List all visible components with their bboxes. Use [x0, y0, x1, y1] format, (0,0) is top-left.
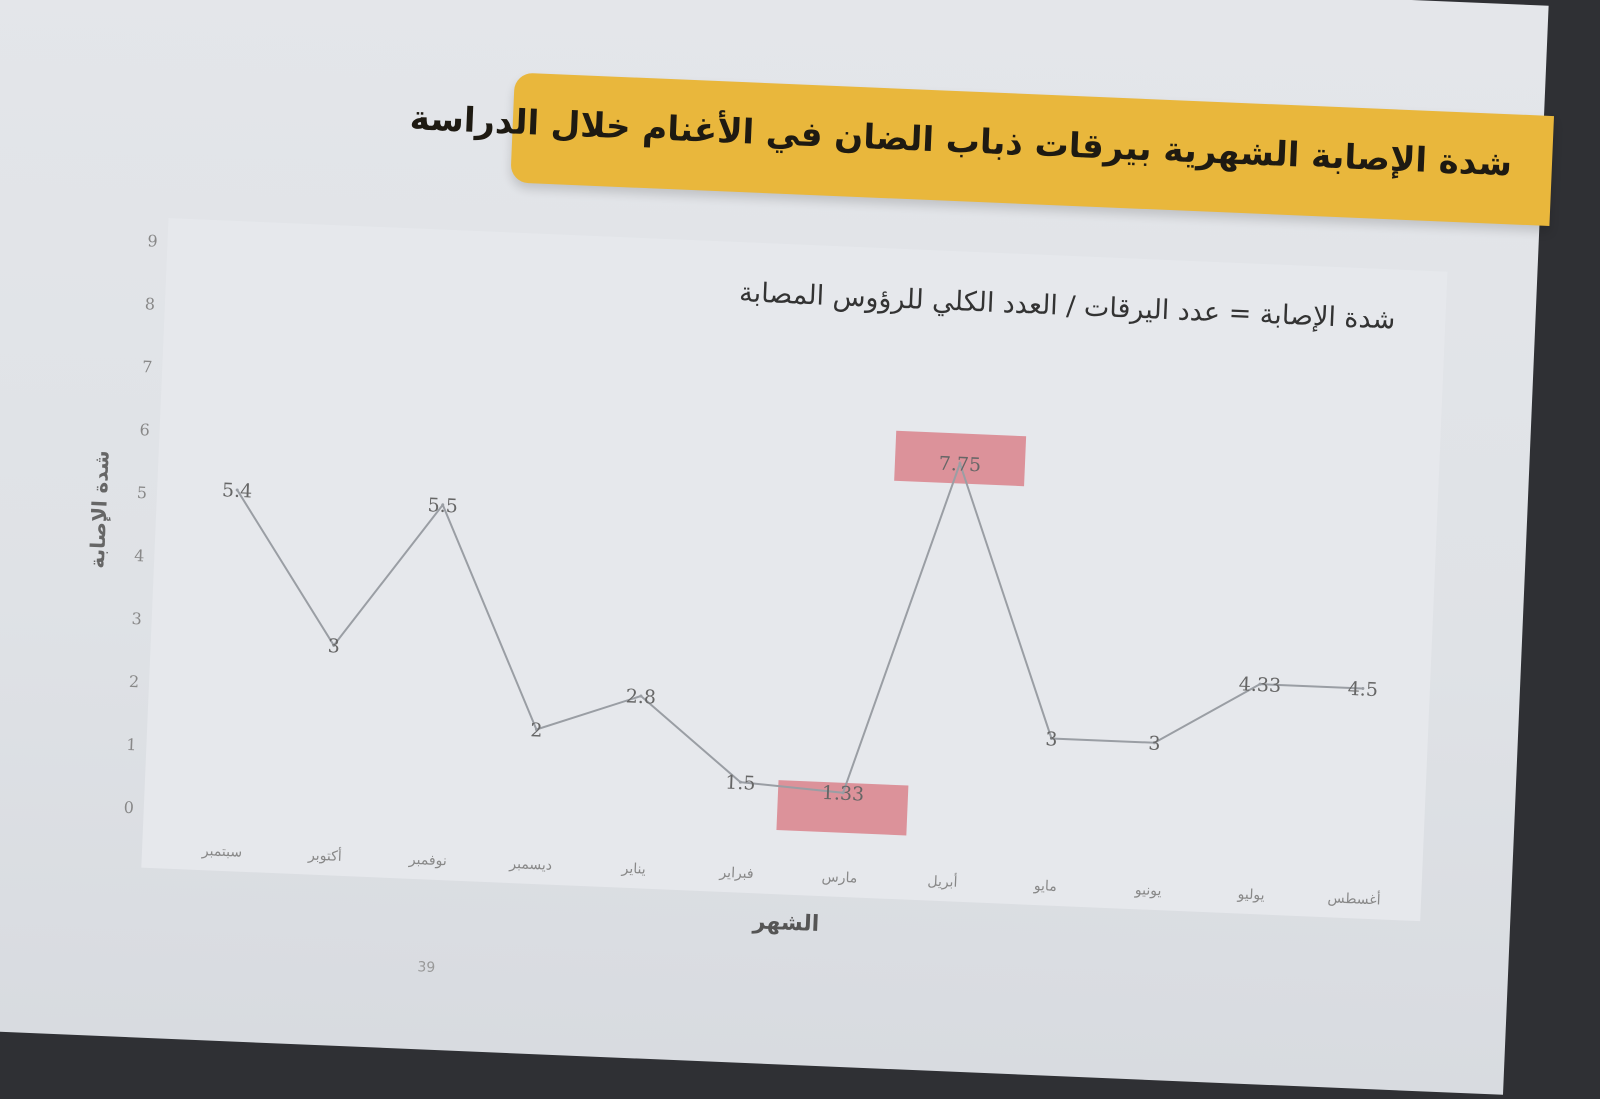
data-point	[332, 643, 336, 647]
data-label: 3	[1148, 733, 1161, 755]
highlight-box	[776, 780, 909, 836]
data-label: 4.33	[1238, 673, 1281, 697]
x-tick-label: أبريل	[927, 872, 958, 891]
y-tick-label: 4	[134, 546, 145, 565]
y-tick-label: 6	[139, 420, 150, 439]
x-tick-label: فبراير	[718, 865, 754, 882]
y-tick-label: 9	[147, 231, 158, 250]
x-tick-label: يونيو	[1134, 882, 1162, 899]
data-label: 1.33	[821, 782, 864, 806]
y-tick-label: 2	[129, 672, 140, 691]
y-tick-label: 3	[131, 609, 142, 628]
x-tick-label: ديسمبر	[508, 856, 552, 874]
data-label: 7.75	[938, 453, 981, 477]
x-tick-label: مايو	[1033, 878, 1058, 895]
y-tick-label: 1	[126, 735, 137, 754]
slide-title: شدة الإصابة الشهرية بيرقات ذباب الضان في…	[408, 98, 1513, 185]
x-tick-label: أكتوبر	[307, 846, 342, 865]
x-tick-label: مارس	[821, 869, 857, 886]
series-line	[236, 460, 1363, 794]
data-point	[1152, 741, 1156, 745]
y-tick-label: 5	[137, 483, 148, 502]
data-point	[958, 461, 962, 465]
x-tick-label: يناير	[620, 861, 646, 878]
data-label: 5.4	[222, 479, 253, 502]
x-tick-label: أغسطس	[1327, 888, 1381, 908]
data-point	[1258, 682, 1262, 686]
data-point	[235, 488, 239, 492]
data-label: 3	[1045, 728, 1058, 750]
data-point	[1050, 736, 1054, 740]
x-tick-label: سبتمبر	[201, 843, 243, 861]
data-point	[639, 694, 643, 698]
data-point	[738, 780, 742, 784]
data-label: 2.8	[625, 685, 656, 708]
data-label: 4.5	[1347, 678, 1378, 701]
y-axis-label: شدة الإصابة	[85, 450, 114, 569]
data-point	[841, 791, 845, 795]
y-tick-label: 7	[142, 357, 153, 376]
highlight-box	[894, 430, 1027, 487]
data-point	[441, 503, 445, 507]
y-tick-label: 0	[123, 798, 134, 817]
slide: شدة الإصابة الشهرية بيرقات ذباب الضان في…	[0, 0, 1555, 1095]
data-point	[1361, 686, 1365, 690]
x-axis-label: الشهر	[751, 909, 819, 937]
line-chart: 0 1 2 3 4 5 6 7 8 9 شدة الإصابة سبتمبر أكتوبر نوفمبر د…	[85, 218, 1448, 937]
x-tick-label: يوليو	[1236, 886, 1265, 903]
data-point	[534, 727, 538, 731]
data-label: 1.5	[725, 772, 756, 795]
x-tick-label: نوفمبر	[408, 852, 448, 870]
data-label: 5.5	[427, 494, 458, 517]
page-number: 39	[417, 959, 436, 976]
data-label: 3	[327, 635, 340, 657]
y-tick-label: 8	[144, 294, 155, 313]
plot-area	[141, 218, 1448, 922]
data-label: 2	[530, 719, 543, 741]
